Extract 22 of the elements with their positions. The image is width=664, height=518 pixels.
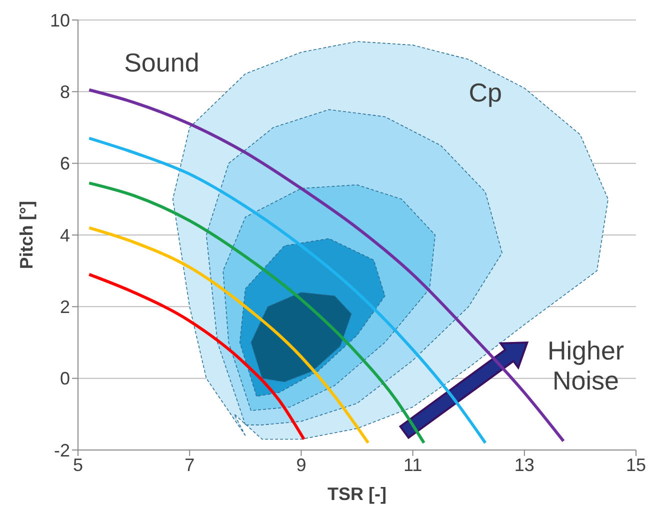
line-series <box>88 182 426 444</box>
y-axis-title: Pitch [°] <box>16 200 36 270</box>
line-series <box>88 272 306 441</box>
x-tick-label: 15 <box>626 454 646 475</box>
x-axis-title: TSR [-] <box>328 484 386 504</box>
y-tick-label: 4 <box>60 225 70 246</box>
y-tick-label: 2 <box>60 297 70 318</box>
y-tick-label: 0 <box>60 368 70 389</box>
y-tick-label: 10 <box>50 10 70 30</box>
y-tick-label: 6 <box>60 154 70 174</box>
x-tick-label: 9 <box>296 454 306 475</box>
x-tick-label: 5 <box>72 454 84 475</box>
annotation: Sound <box>124 48 200 78</box>
y-tick-label: 8 <box>60 82 70 102</box>
line-series <box>88 226 370 444</box>
annotation: Cp <box>468 78 502 108</box>
x-tick-label: 7 <box>184 454 195 475</box>
annotation: Higher Noise <box>547 336 624 396</box>
x-tick-label: 11 <box>403 454 422 475</box>
y-tick-label: -2 <box>54 440 70 460</box>
x-tick-label: 13 <box>514 454 534 475</box>
line-series <box>88 136 487 444</box>
